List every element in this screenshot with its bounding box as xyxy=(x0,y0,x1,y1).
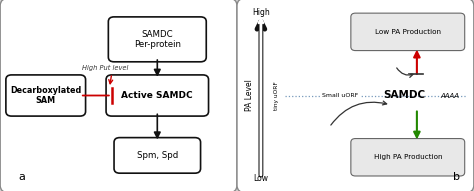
Text: Low: Low xyxy=(254,174,268,184)
FancyBboxPatch shape xyxy=(351,138,465,176)
Text: Spm, Spd: Spm, Spd xyxy=(137,151,178,160)
Text: High PA Production: High PA Production xyxy=(374,154,442,160)
FancyArrowPatch shape xyxy=(331,101,387,125)
Text: SAMDC
Per-protein: SAMDC Per-protein xyxy=(134,30,181,49)
Text: Small uORF: Small uORF xyxy=(322,93,359,98)
Text: High: High xyxy=(252,7,270,17)
Text: Low PA Production: Low PA Production xyxy=(375,29,441,35)
FancyBboxPatch shape xyxy=(237,0,474,191)
Text: b: b xyxy=(453,172,460,182)
Text: Decarboxylated
SAM: Decarboxylated SAM xyxy=(10,86,82,105)
FancyBboxPatch shape xyxy=(0,0,237,191)
FancyBboxPatch shape xyxy=(351,13,465,51)
Text: tiny uORF: tiny uORF xyxy=(274,81,279,110)
FancyBboxPatch shape xyxy=(106,75,209,116)
Text: Active SAMDC: Active SAMDC xyxy=(121,91,193,100)
Text: AAAA: AAAA xyxy=(440,92,459,99)
FancyBboxPatch shape xyxy=(6,75,86,116)
FancyBboxPatch shape xyxy=(114,138,201,173)
Text: SAMDC: SAMDC xyxy=(383,91,426,100)
FancyBboxPatch shape xyxy=(109,17,206,62)
Text: High Put level: High Put level xyxy=(82,65,128,71)
Text: PA Level: PA Level xyxy=(245,80,254,111)
FancyArrowPatch shape xyxy=(397,68,413,77)
Text: a: a xyxy=(18,172,25,182)
